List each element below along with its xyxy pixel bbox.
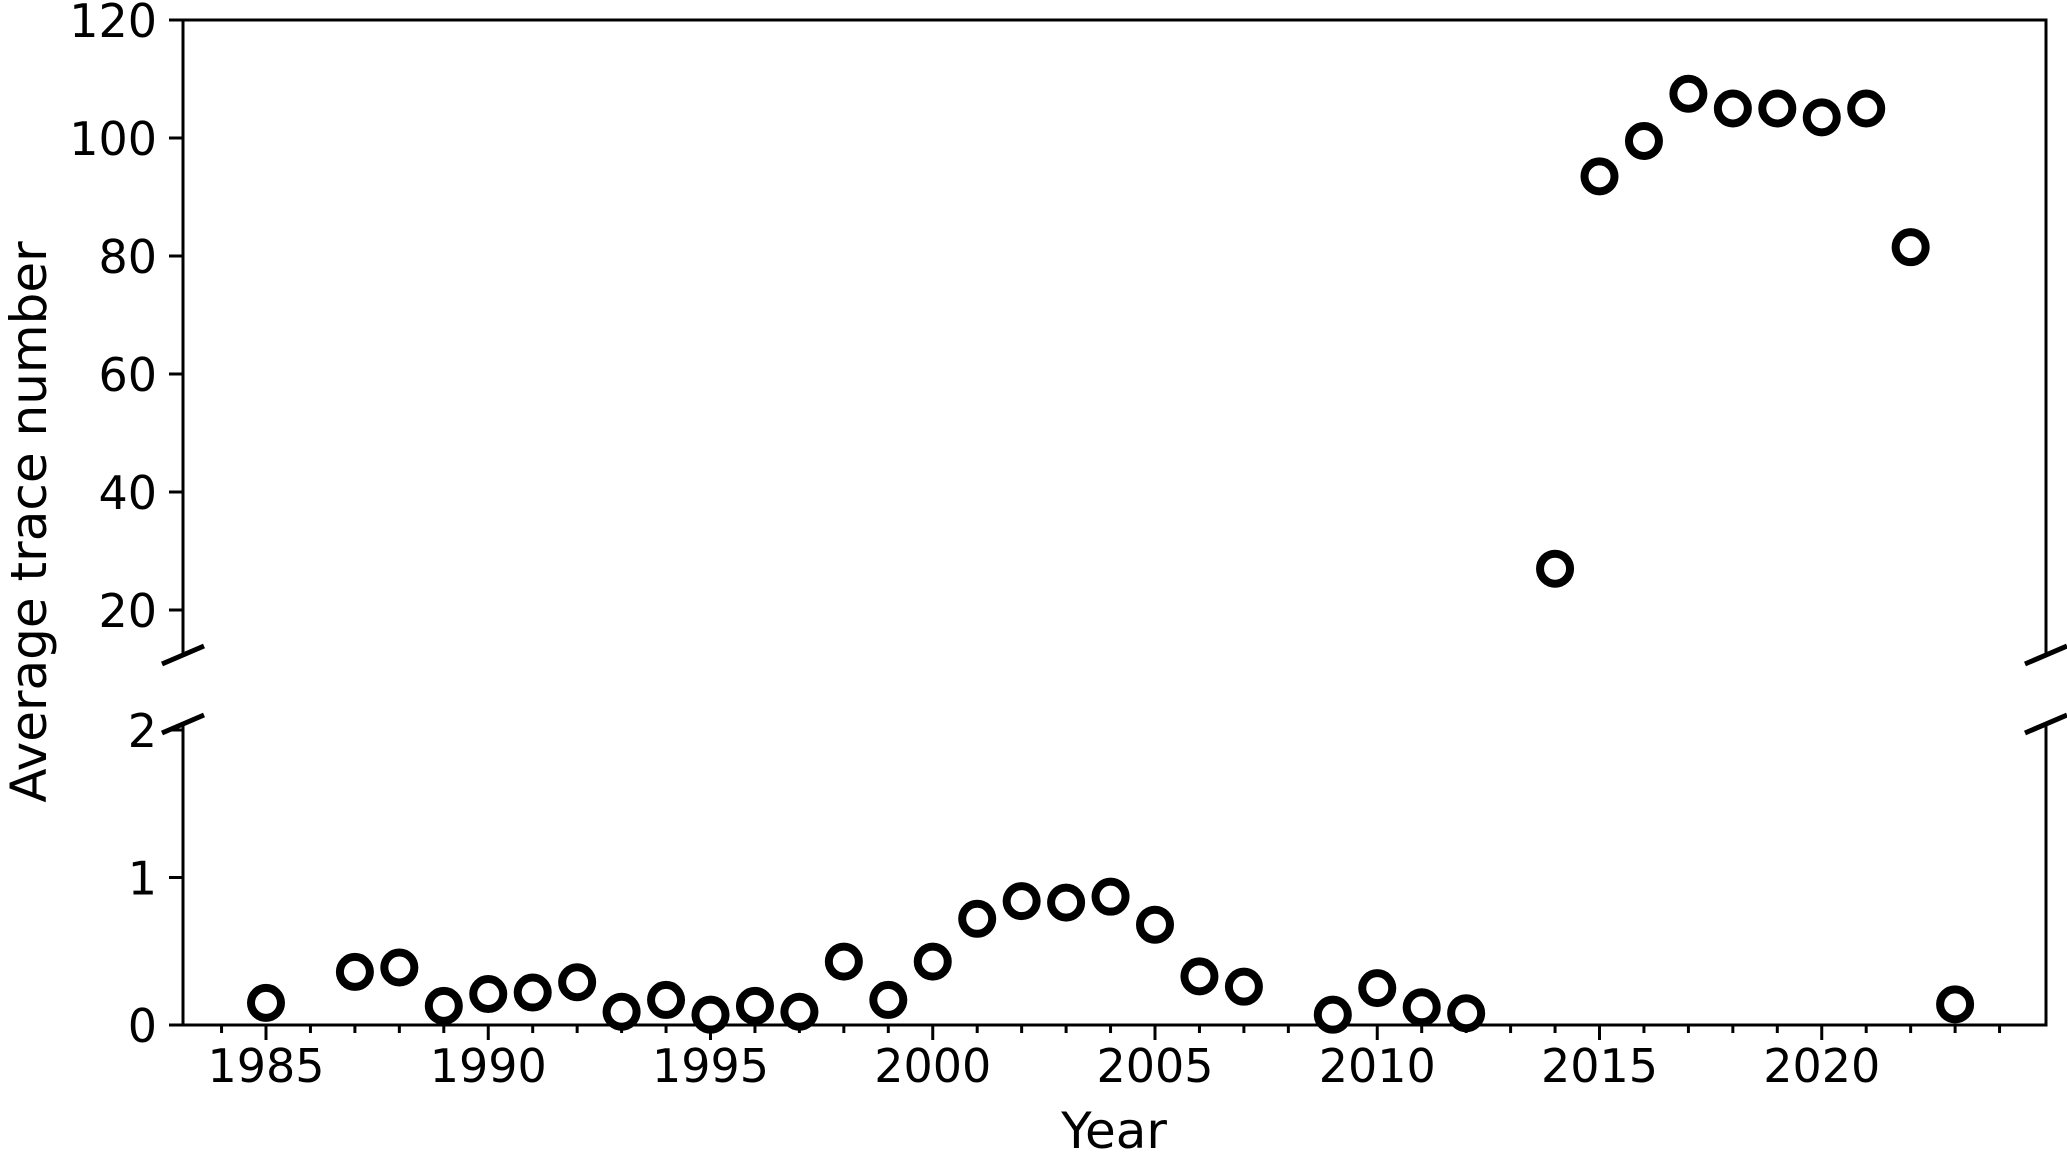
x-tick-label: 2000 [874, 1039, 991, 1093]
data-point [1358, 969, 1397, 1008]
y-tick-label: 80 [98, 230, 157, 284]
data-point [1002, 882, 1041, 921]
x-tick-label: 2020 [1763, 1039, 1880, 1093]
data-point [1313, 995, 1352, 1034]
x-tick-label: 2015 [1541, 1039, 1658, 1093]
data-point [824, 942, 863, 981]
data-point [1180, 957, 1219, 996]
data-point [1402, 988, 1441, 1027]
data-point [1091, 877, 1130, 916]
data-point [1047, 883, 1086, 922]
axis-break-mark [161, 643, 205, 667]
data-point [513, 973, 552, 1012]
x-tick-label: 1990 [430, 1039, 547, 1093]
data-point [335, 952, 374, 991]
plot-area: 20 40 60 80 100 120 0 1 2 1985 1990 1995 2000 2005 201… [69, 0, 2067, 1093]
x-tick-label: 2005 [1096, 1039, 1213, 1093]
x-tick-label: 1985 [207, 1039, 324, 1093]
y-axis-label: Average trace number [0, 241, 58, 803]
y-tick-label: 1 [128, 852, 157, 906]
data-point [1624, 121, 1663, 160]
x-axis-label: Year [1060, 1102, 1167, 1154]
data-point [1891, 228, 1930, 267]
data-point [1580, 157, 1619, 196]
data-point [1713, 89, 1752, 128]
data-point [1802, 98, 1841, 137]
data-point [380, 948, 419, 987]
data-point [469, 975, 508, 1014]
data-point [913, 942, 952, 981]
data-point [780, 992, 819, 1031]
y-tick-label: 100 [69, 112, 157, 166]
y-tick-label: 40 [98, 466, 157, 520]
data-point [869, 980, 908, 1019]
upper-panel-spines [181, 18, 2048, 655]
y-tick-label: 20 [98, 584, 157, 638]
data-point [958, 899, 997, 938]
y-tick-label: 0 [128, 999, 157, 1053]
data-point [1224, 967, 1263, 1006]
y-tick-label: 120 [69, 0, 157, 48]
data-point [1758, 89, 1797, 128]
axis-break-mark [161, 712, 205, 736]
data-point [424, 986, 463, 1025]
x-tick-label: 1995 [652, 1039, 769, 1093]
data-point [691, 995, 730, 1034]
x-tick-label: 2010 [1319, 1039, 1436, 1093]
data-point [1936, 985, 1975, 1024]
data-point [602, 992, 641, 1031]
data-point [1669, 74, 1708, 113]
data-point [1136, 905, 1174, 944]
y-tick-label: 60 [98, 348, 157, 402]
lower-panel-spines [181, 724, 2048, 1027]
data-point [247, 983, 285, 1022]
data-point [735, 986, 774, 1025]
axis-break-mark [2024, 712, 2067, 736]
data-point [558, 963, 597, 1002]
data-point [1847, 89, 1886, 128]
data-point [647, 980, 686, 1019]
data-point [1447, 994, 1486, 1033]
axis-break-mark [2024, 643, 2067, 667]
y-tick-label: 2 [128, 704, 157, 758]
data-point [1536, 549, 1575, 588]
